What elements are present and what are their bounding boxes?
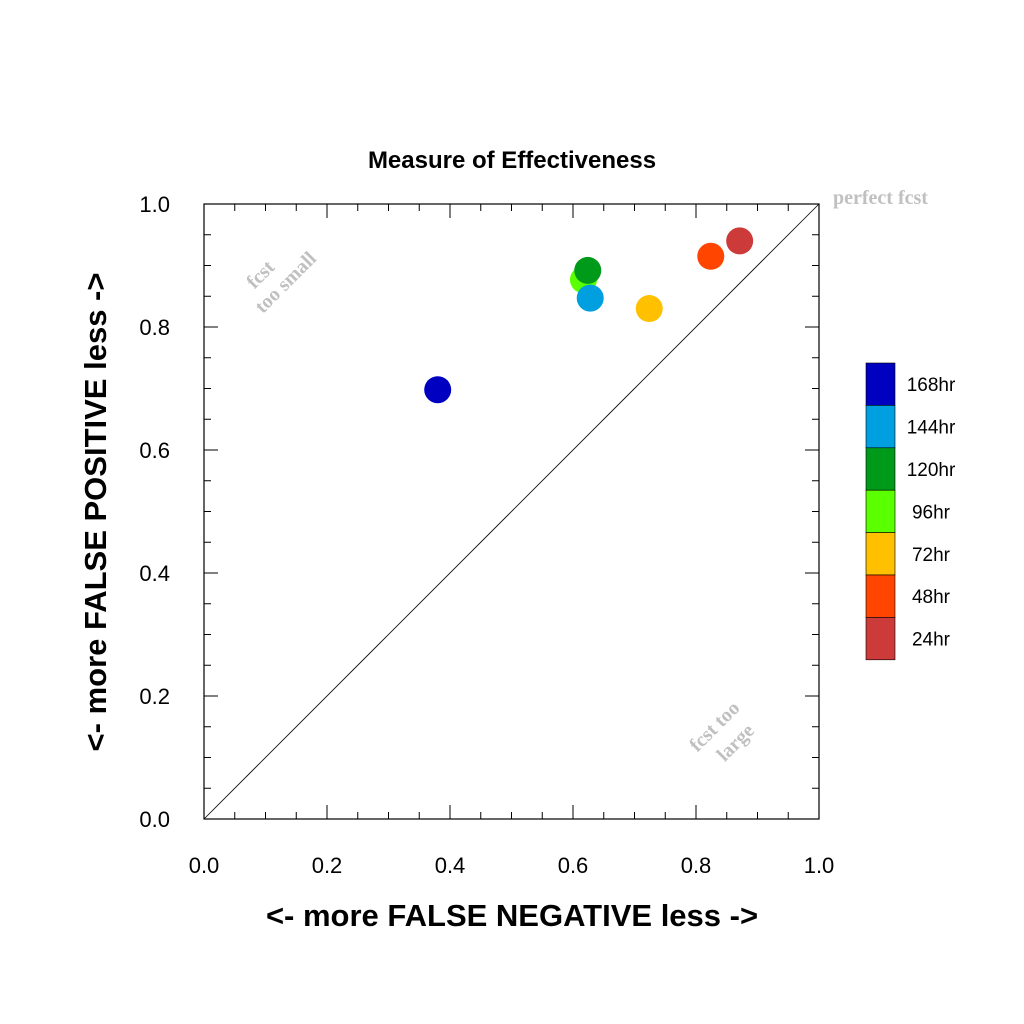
point-120hr [574,256,602,284]
data-points [424,227,754,404]
legend-label-120hr: 120hr [907,460,956,481]
legend-label-72hr: 72hr [912,545,951,566]
chart-title: Measure of Effectiveness [368,147,656,174]
x-tick-label: 0.0 [189,853,220,878]
legend-label-48hr: 48hr [912,587,951,608]
x-axis-label: <- more FALSE NEGATIVE less -> [266,898,758,933]
legend: 168hr 144hr 120hr 96hr 72hr 48hr 24hr [865,362,956,661]
legend-label-168hr: 168hr [907,375,956,396]
legend-swatch-168hr [865,362,896,406]
y-tick-label: 0.0 [139,807,170,832]
point-168hr [424,376,452,404]
x-tick-label: 1.0 [804,853,835,878]
legend-swatch-48hr [865,574,896,618]
y-axis-label: <- more FALSE POSITIVE less -> [78,273,113,752]
y-tick-label: 0.4 [139,561,170,586]
legend-label-144hr: 144hr [907,418,956,439]
legend-swatch-24hr [865,617,896,661]
legend-swatch-96hr [865,489,896,533]
y-tick-label: 0.6 [139,438,170,463]
x-tick-label: 0.4 [435,853,466,878]
point-144hr [576,284,604,312]
point-24hr [726,227,754,255]
legend-label-24hr: 24hr [912,630,951,651]
legend-label-96hr: 96hr [912,502,951,523]
legend-swatch-120hr [865,447,896,491]
y-tick-labels: 0.0 0.2 0.4 0.6 0.8 1.0 [139,192,170,832]
x-tick-label: 0.6 [558,853,589,878]
y-tick-label: 0.2 [139,684,170,709]
point-48hr [697,242,725,270]
point-72hr [635,295,663,323]
y-tick-label: 0.8 [139,315,170,340]
perfect-forecast-diagonal [203,203,820,820]
x-tick-label: 0.2 [312,853,343,878]
annotation-perfect-fcst: perfect fcst [833,187,928,209]
x-tick-labels: 0.0 0.2 0.4 0.6 0.8 1.0 [189,853,835,878]
y-tick-label: 1.0 [139,192,170,217]
legend-swatch-144hr [865,405,896,449]
legend-swatch-72hr [865,532,896,576]
x-tick-label: 0.8 [681,853,712,878]
axis-ticks [203,203,820,820]
